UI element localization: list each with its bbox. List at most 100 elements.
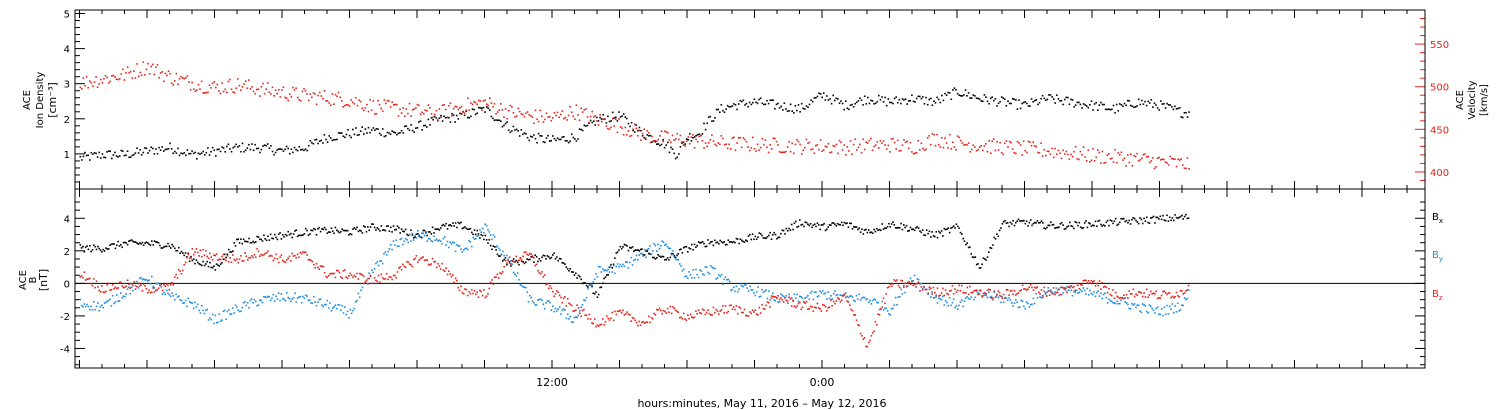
- bz-point: [763, 308, 766, 310]
- bz-point: [1105, 286, 1108, 289]
- by-point: [319, 298, 322, 300]
- bx-point: [1054, 227, 1056, 229]
- bz-point: [603, 324, 605, 326]
- velocity-point: [986, 150, 989, 153]
- bz-point: [113, 287, 115, 290]
- bz-point: [815, 307, 817, 309]
- velocity-point: [1095, 156, 1097, 159]
- by-point: [1151, 307, 1153, 310]
- bx-point: [892, 221, 894, 223]
- by-point: [1155, 307, 1157, 310]
- bz-point: [342, 270, 345, 272]
- density-point: [1152, 106, 1154, 108]
- density-point: [993, 99, 995, 102]
- density-point: [1156, 107, 1159, 109]
- bz-point: [749, 311, 751, 313]
- velocity-point: [955, 149, 957, 151]
- density-point: [594, 124, 597, 126]
- bz-point: [245, 255, 248, 257]
- bz-point: [777, 295, 779, 297]
- by-point: [294, 292, 296, 294]
- bx-point: [107, 248, 110, 250]
- by-point: [130, 286, 133, 289]
- density-point: [845, 100, 847, 102]
- by-point: [223, 309, 226, 312]
- bx-point: [240, 238, 242, 240]
- by-point: [969, 298, 971, 301]
- density-point: [211, 146, 214, 149]
- bx-point: [583, 282, 585, 284]
- bz-point: [1011, 289, 1013, 292]
- bz-point: [637, 324, 639, 327]
- bz-point: [808, 308, 811, 310]
- density-point: [159, 149, 162, 151]
- bx-point: [1089, 222, 1091, 225]
- bx-point: [437, 228, 439, 230]
- velocity-point: [230, 88, 233, 90]
- bz-point: [720, 309, 723, 311]
- bx-point: [610, 263, 612, 266]
- bz-point: [813, 306, 816, 309]
- bz-point: [919, 290, 921, 292]
- bx-point: [1038, 222, 1040, 224]
- bz-point: [826, 310, 828, 312]
- density-point: [326, 141, 329, 143]
- density-point: [964, 89, 967, 91]
- by-point: [353, 307, 356, 310]
- x-tick-label: 0:00: [810, 376, 835, 389]
- bz-point: [234, 259, 237, 262]
- velocity-point: [1082, 146, 1085, 148]
- density-point: [528, 139, 530, 142]
- by-point: [877, 301, 879, 304]
- by-point: [272, 293, 275, 296]
- by-point: [884, 307, 886, 310]
- by-point: [516, 272, 519, 274]
- density-point: [1000, 96, 1003, 98]
- density-point: [492, 117, 494, 120]
- by-point: [881, 300, 883, 303]
- bx-point: [356, 226, 358, 229]
- bz-point: [117, 287, 119, 289]
- velocity-point: [170, 82, 173, 84]
- velocity-point: [725, 143, 727, 145]
- density-point: [273, 153, 275, 156]
- velocity-point: [1060, 157, 1063, 160]
- bz-point: [595, 325, 597, 328]
- density-point: [355, 127, 357, 129]
- by-point: [1146, 310, 1148, 313]
- density-point: [515, 128, 518, 131]
- density-point: [1085, 105, 1088, 107]
- bz-point: [284, 261, 287, 263]
- by-point: [1175, 311, 1178, 313]
- bx-point: [1074, 221, 1076, 223]
- bz-point: [132, 284, 134, 287]
- density-point: [224, 151, 226, 153]
- density-point: [1046, 98, 1049, 101]
- velocity-point: [600, 120, 603, 123]
- by-point: [345, 313, 347, 316]
- density-point: [125, 154, 127, 157]
- bz-point: [946, 292, 948, 295]
- bx-point: [1006, 222, 1009, 224]
- density-point: [570, 133, 573, 135]
- bz-point: [1067, 286, 1070, 288]
- bx-point: [705, 245, 708, 248]
- density-point: [522, 133, 524, 136]
- velocity-point: [215, 86, 217, 89]
- velocity-point: [693, 147, 696, 149]
- density-point: [717, 108, 719, 111]
- velocity-point: [95, 76, 97, 78]
- density-point: [974, 95, 976, 97]
- by-point: [1082, 287, 1085, 289]
- bx-point: [1063, 228, 1066, 230]
- density-point: [904, 98, 907, 100]
- by-point: [1110, 300, 1113, 303]
- velocity-point: [630, 134, 633, 137]
- bx-point: [381, 229, 384, 231]
- by-point: [134, 285, 137, 287]
- density-point: [689, 133, 691, 135]
- velocity-point: [928, 135, 930, 137]
- by-point: [714, 267, 716, 270]
- bz-point: [161, 289, 164, 292]
- bz-point: [1001, 297, 1004, 300]
